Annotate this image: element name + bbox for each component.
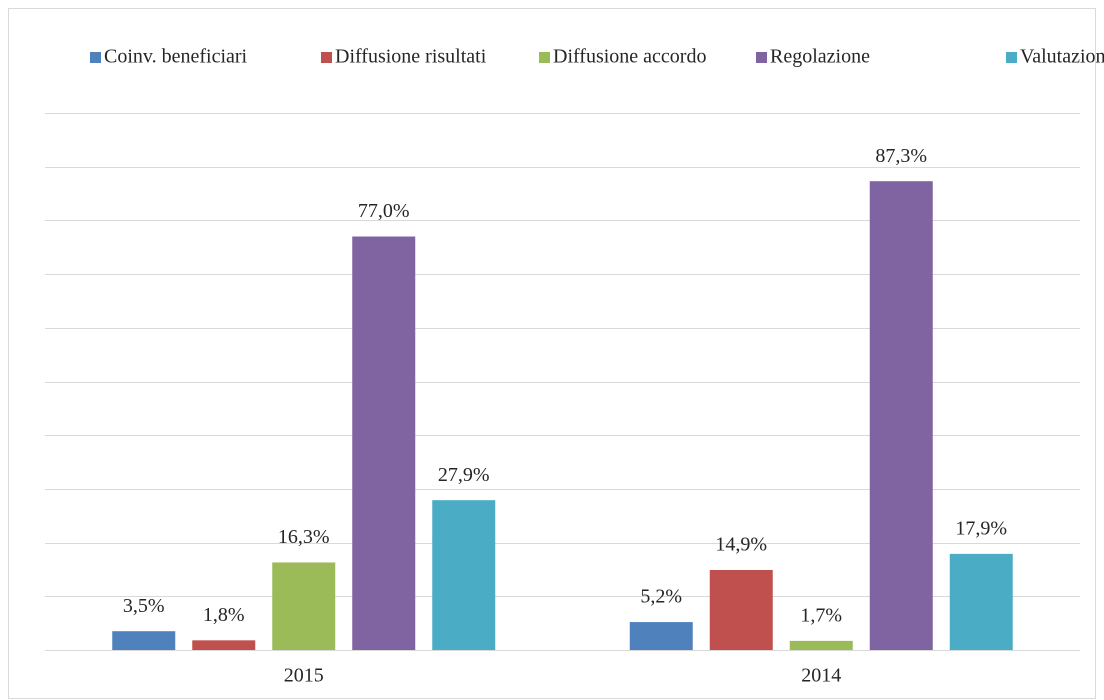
bar — [869, 181, 933, 650]
data-label: 16,3% — [278, 526, 330, 548]
bar — [112, 631, 176, 650]
legend-swatch — [1006, 52, 1017, 63]
x-tick-label: 2014 — [801, 665, 841, 687]
data-label: 1,7% — [800, 604, 842, 626]
bar — [192, 640, 256, 650]
legend-label: Regolazione — [770, 46, 870, 68]
data-label: 5,2% — [640, 586, 682, 608]
bar — [629, 622, 693, 650]
bar — [709, 569, 773, 650]
legend-label: Valutazione — [1020, 46, 1104, 68]
x-tick-label: 2015 — [284, 665, 324, 687]
legend-label: Coinv. beneficiari — [104, 46, 248, 68]
data-label: 87,3% — [875, 145, 927, 167]
data-label: 27,9% — [438, 464, 490, 486]
legend-swatch — [539, 52, 550, 63]
bar — [432, 500, 496, 650]
data-label: 77,0% — [358, 200, 410, 222]
data-label: 17,9% — [955, 517, 1007, 539]
bar — [352, 236, 416, 650]
legend-label: Diffusione risultati — [335, 46, 487, 68]
bar — [949, 553, 1013, 650]
legend-swatch — [90, 52, 101, 63]
data-label: 14,9% — [715, 534, 767, 556]
data-label: 1,8% — [203, 604, 245, 626]
bar — [272, 562, 336, 650]
legend-swatch — [321, 52, 332, 63]
bar — [789, 640, 853, 650]
legend-label: Diffusione accordo — [553, 46, 706, 68]
legend-swatch — [756, 52, 767, 63]
data-label: 3,5% — [123, 595, 165, 617]
